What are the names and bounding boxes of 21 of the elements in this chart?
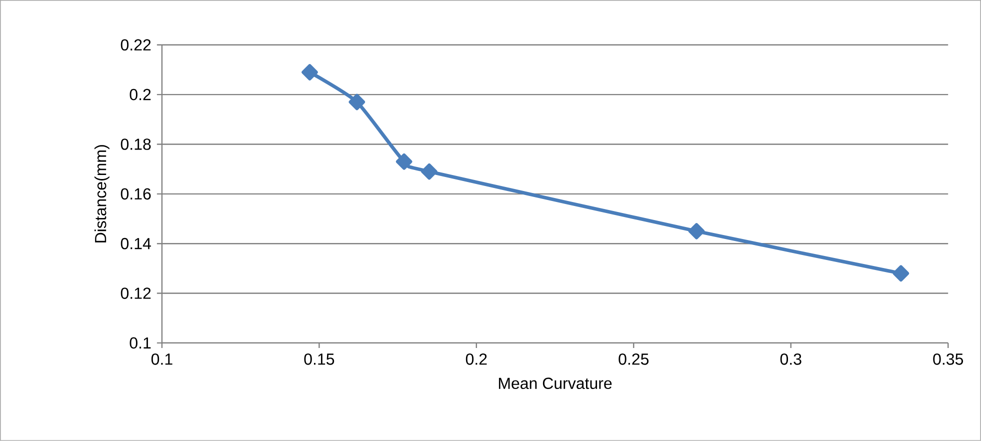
y-tick-label: 0.12	[120, 288, 151, 300]
x-axis-title: Mean Curvature	[498, 378, 612, 390]
point	[688, 223, 705, 240]
x-tick-label: 0.1	[151, 354, 172, 365]
y-tick-label: 0.18	[120, 138, 151, 150]
y-tick-label: 0.1	[130, 337, 151, 349]
x-tick-label: 0.35	[933, 354, 964, 365]
x-tick-label: 0.15	[304, 354, 334, 365]
point	[348, 94, 366, 110]
y-tick-label: 0.14	[120, 238, 151, 250]
point	[421, 164, 438, 180]
point	[302, 64, 318, 80]
point	[396, 154, 412, 170]
y-tick-label: 0.2	[130, 88, 151, 100]
x-tick-label: 0.2	[466, 354, 487, 365]
y-axis-title: Distance(mm)	[94, 145, 110, 242]
y-tick-label: 0.22	[120, 39, 151, 51]
point	[892, 265, 910, 282]
x-tick-label: 0.3	[780, 354, 802, 365]
x-tick-label: 0.25	[618, 354, 649, 365]
y-tick-label: 0.16	[120, 188, 151, 200]
